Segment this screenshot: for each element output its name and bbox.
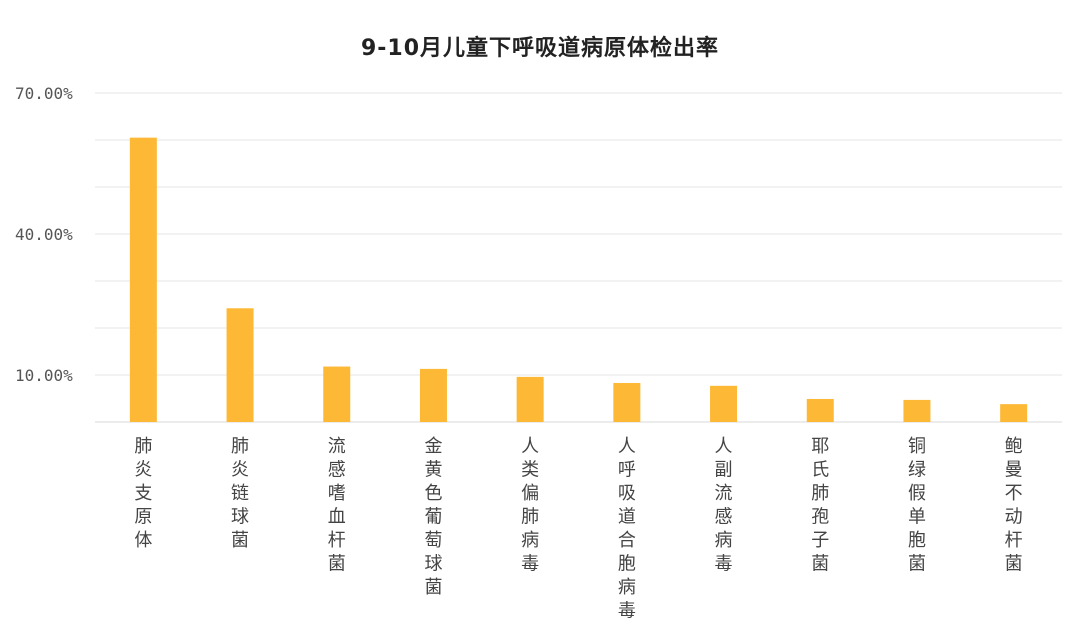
y-tick-label: 40.00% <box>15 225 73 244</box>
y-tick-label: 10.00% <box>15 366 73 385</box>
bar <box>419 368 447 422</box>
y-tick-label: 70.00% <box>15 84 73 103</box>
x-category-label: 人副流感病毒 <box>715 436 733 575</box>
x-category-label: 金黄色葡萄球菌 <box>424 436 442 598</box>
x-category-label: 人呼吸道合胞病毒 <box>618 436 636 622</box>
x-category-label: 人类偏肺病毒 <box>521 436 539 575</box>
bar <box>516 376 544 422</box>
bar <box>226 308 254 422</box>
bar <box>806 398 834 422</box>
x-category-label: 铜绿假单胞菌 <box>908 436 926 575</box>
x-category-label: 耶氏肺孢子菌 <box>811 436 829 575</box>
x-category-label: 流感嗜血杆菌 <box>328 436 346 575</box>
bar <box>710 385 738 422</box>
chart-title: 9-10月儿童下呼吸道病原体检出率 <box>360 36 720 61</box>
x-category-label: 肺炎支原体 <box>134 436 152 551</box>
bar <box>129 137 157 422</box>
bar <box>613 382 641 422</box>
x-category-label: 鲍曼不动杆菌 <box>1005 436 1023 575</box>
bar <box>323 366 351 422</box>
x-category-label: 肺炎链球菌 <box>231 436 249 551</box>
bar <box>1000 404 1028 422</box>
bar <box>903 399 931 422</box>
